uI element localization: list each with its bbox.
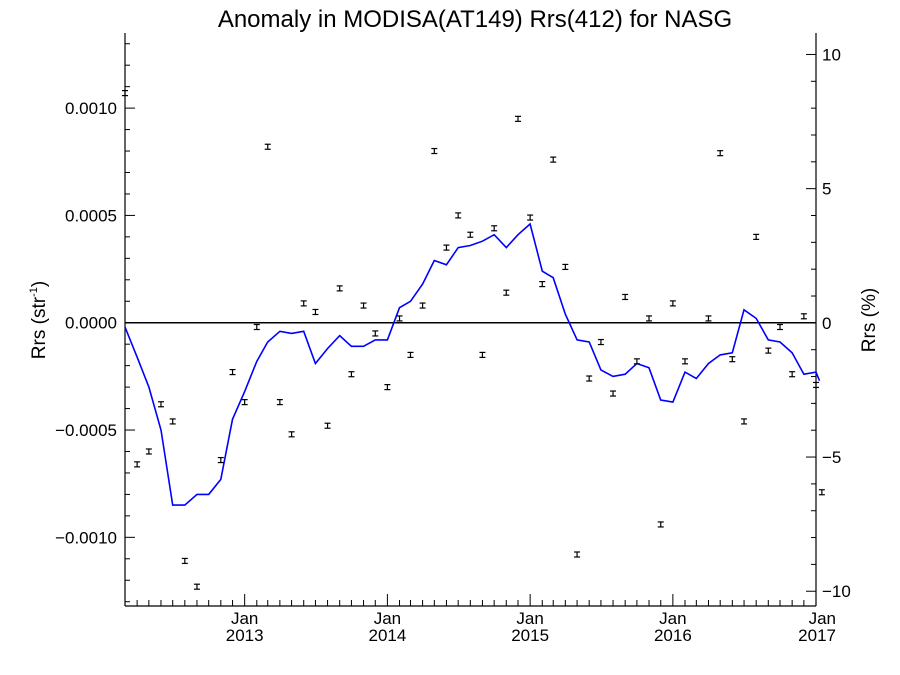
data-point <box>633 358 640 365</box>
x-tick-label-year: 2013 <box>226 626 264 645</box>
data-point <box>467 231 474 238</box>
x-tick-label-month: Jan <box>516 609 543 628</box>
chart-title: Anomaly in MODISA(AT149) Rrs(412) for NA… <box>218 6 732 33</box>
y-axis-left-label: Rrs (str-1) <box>28 281 50 359</box>
data-point <box>455 212 462 219</box>
data-point <box>384 384 391 391</box>
data-point <box>443 244 450 251</box>
data-point <box>527 214 534 221</box>
data-point <box>157 401 164 408</box>
y-axis-left-label-sup: -1 <box>28 287 40 297</box>
data-point <box>217 456 224 464</box>
data-point <box>145 448 152 455</box>
x-tick-label-year: 2016 <box>654 626 692 645</box>
data-point <box>681 358 688 365</box>
data-point <box>229 368 236 376</box>
y-left-tick-label: 0.0000 <box>65 314 117 333</box>
data-point <box>407 351 414 359</box>
y-right-tick-label: −10 <box>822 582 851 601</box>
data-point <box>419 302 426 309</box>
y-axis-left-label-close: ) <box>29 281 50 287</box>
data-point <box>372 330 379 337</box>
plot-area: 0.0010 0.0005 0.0000 −0.0005 −0.0010 10 5 0 −5 −1… <box>55 33 851 645</box>
data-point <box>669 300 676 307</box>
data-point <box>181 557 188 565</box>
y-right-tick-label: 10 <box>822 45 841 64</box>
data-point <box>539 280 546 288</box>
data-point <box>503 289 510 296</box>
data-point <box>324 422 331 429</box>
data-point <box>134 461 141 468</box>
data-point <box>515 115 522 122</box>
y-left-tick-label: 0.0010 <box>65 99 117 118</box>
data-point <box>122 89 128 97</box>
data-point <box>729 356 736 363</box>
data-point <box>717 150 724 157</box>
data-point <box>753 233 760 240</box>
data-point <box>789 371 796 378</box>
data-point <box>765 347 772 354</box>
data-point <box>597 338 604 346</box>
data-point <box>491 225 498 232</box>
data-point <box>169 418 176 425</box>
data-point <box>741 418 748 425</box>
x-tick-label-month: Jan <box>809 609 836 628</box>
data-point <box>336 285 343 292</box>
y-left-tick-label: −0.0005 <box>55 421 117 440</box>
x-tick-label-month: Jan <box>374 609 401 628</box>
data-point <box>241 399 248 406</box>
data-point <box>818 489 825 496</box>
x-tick-label-year: 2017 <box>798 626 836 645</box>
x-tick-label-month: Jan <box>231 609 258 628</box>
y-axis-left-label-text: Rrs (str <box>29 296 50 359</box>
data-point <box>622 293 629 301</box>
anomaly-line <box>124 222 821 506</box>
data-point <box>193 583 200 590</box>
data-point <box>550 156 557 163</box>
data-point <box>800 313 807 320</box>
x-tick-label-month: Jan <box>659 609 686 628</box>
y-left-tick-label: −0.0010 <box>55 528 117 547</box>
data-point <box>348 371 355 378</box>
data-point <box>813 381 819 389</box>
data-point <box>253 323 260 331</box>
x-tick-label-year: 2014 <box>368 626 406 645</box>
data-point <box>264 143 271 150</box>
data-point <box>574 551 581 558</box>
data-point <box>396 315 403 322</box>
y-right-tick-label: −5 <box>822 448 841 467</box>
data-point <box>288 431 295 438</box>
data-point <box>705 315 712 322</box>
data-point <box>300 300 307 307</box>
data-point <box>276 399 283 406</box>
y-left-tick-label: 0.0005 <box>65 206 117 225</box>
data-point <box>479 351 486 359</box>
data-point <box>312 308 319 316</box>
y-right-tick-label: 0 <box>822 314 831 333</box>
data-point <box>562 263 569 271</box>
data-point <box>657 521 664 528</box>
data-point <box>610 390 617 397</box>
data-point <box>586 375 593 382</box>
y-axis-right-label: Rrs (%) <box>859 288 880 352</box>
data-point <box>360 302 367 309</box>
data-point <box>777 323 784 331</box>
data-point <box>431 147 438 155</box>
data-point <box>646 315 653 322</box>
x-tick-label-year: 2015 <box>511 626 549 645</box>
y-right-tick-label: 5 <box>822 180 831 199</box>
